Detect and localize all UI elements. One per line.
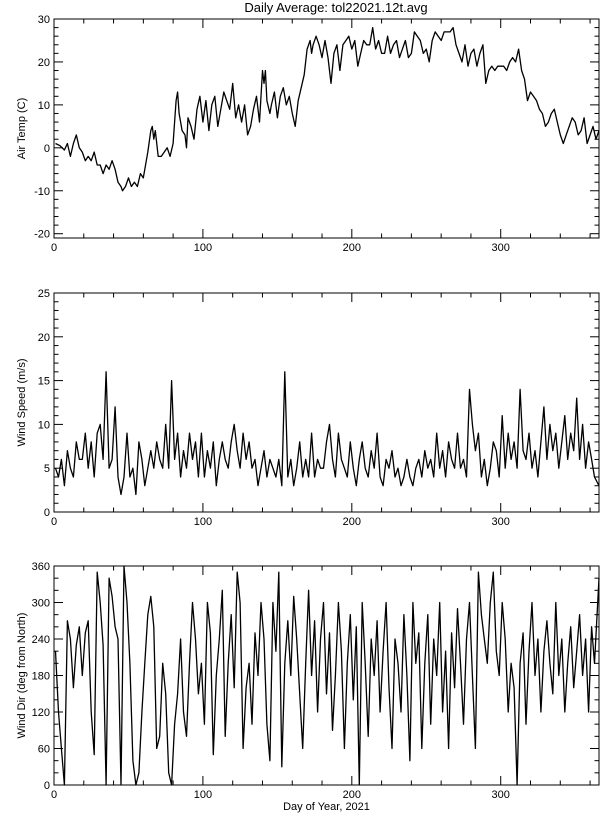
series-line-air-temp: [55, 26, 600, 192]
plot-frame: [53, 18, 600, 239]
ylabel-wind-speed: Wind Speed (m/s): [16, 358, 28, 446]
y-tick-label: 10: [38, 419, 50, 431]
series-line-wind-speed: [54, 371, 600, 496]
y-tick-label: -10: [34, 186, 50, 198]
x-tick-label: 100: [194, 516, 212, 528]
tick-labels: 0 100 200 300 0 5 10 15 20 25: [38, 288, 510, 528]
y-tick-label: 360: [32, 561, 50, 573]
y-tick-label: 10: [38, 100, 50, 112]
x-tick-label: 100: [194, 789, 212, 801]
y-tick-label: 20: [38, 57, 50, 69]
y-tick-label: 0: [44, 780, 50, 792]
x-tick-label: 300: [492, 789, 510, 801]
panel-air-temp: 0 100 200 300 -20 -10 0 10 20 30 Air Temp (C): [16, 14, 600, 254]
y-tick-label: 180: [32, 671, 50, 683]
y-tick-label: 300: [32, 598, 50, 610]
x-tick-label: 200: [343, 789, 361, 801]
y-tick-label: 0: [44, 143, 50, 155]
y-tick-label: 120: [32, 707, 50, 719]
x-tick-label: 200: [343, 516, 361, 528]
x-tick-label: 300: [492, 516, 510, 528]
panel-wind-dir: 0 100 200 300 0 60 120 180 240 300 360 Wind Dir (d…: [16, 561, 600, 813]
x-tick-label: 0: [51, 242, 57, 254]
x-tick-label: 100: [194, 242, 212, 254]
y-tick-label: 0: [44, 507, 50, 519]
x-tick-label: 0: [51, 789, 57, 801]
plot-frame: [53, 292, 600, 513]
axis-ticks: [53, 565, 599, 786]
y-tick-label: 25: [38, 288, 50, 300]
tick-labels: 0 100 200 300 -20 -10 0 10 20 30: [34, 14, 510, 254]
x-tick-label: 300: [492, 242, 510, 254]
axis-ticks: [53, 18, 599, 238]
xlabel-day-of-year: Day of Year, 2021: [283, 801, 370, 813]
axis-ticks: [53, 292, 599, 513]
x-tick-label: 0: [51, 516, 57, 528]
y-tick-label: -20: [34, 229, 50, 241]
ylabel-wind-dir: Wind Dir (deg from North): [16, 613, 28, 739]
tick-labels: 0 100 200 300 0 60 120 180 240 300 360: [32, 561, 510, 801]
y-tick-label: 30: [38, 14, 50, 26]
panel-wind-speed: 0 100 200 300 0 5 10 15 20 25 Wind Speed (m/s): [16, 288, 600, 528]
chart-title: Daily Average: tol22021.12t.avg: [244, 0, 427, 15]
y-tick-label: 60: [38, 744, 50, 756]
y-tick-label: 240: [32, 634, 50, 646]
series-line-wind-dir: [54, 565, 600, 786]
ylabel-air-temp: Air Temp (C): [16, 98, 28, 160]
x-tick-label: 200: [343, 242, 361, 254]
y-tick-label: 15: [38, 376, 50, 388]
y-tick-label: 5: [44, 463, 50, 475]
y-tick-label: 20: [38, 332, 50, 344]
